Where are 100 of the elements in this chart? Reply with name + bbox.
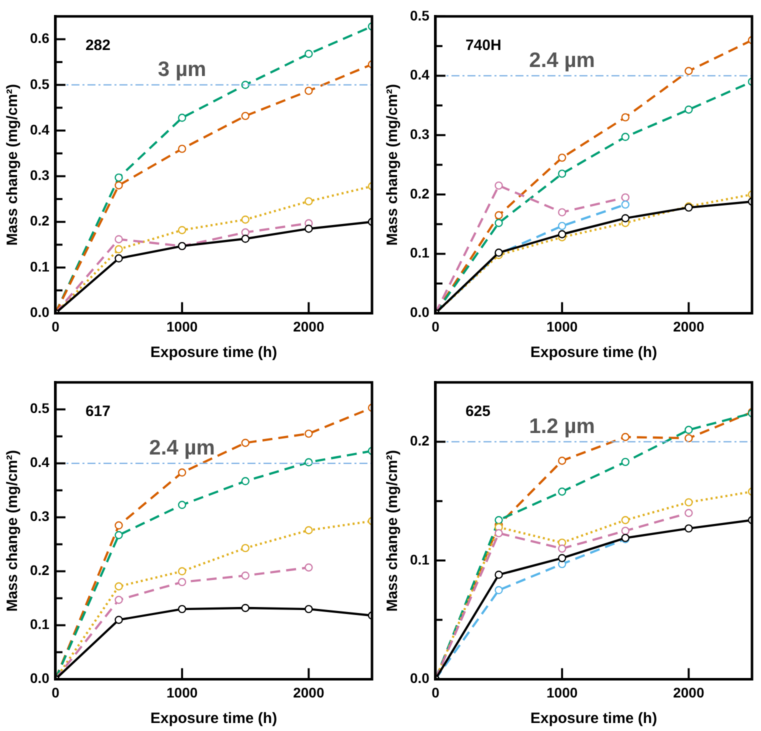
point — [558, 488, 566, 496]
point — [241, 571, 250, 580]
x-tick-label: 0 — [52, 684, 60, 700]
point — [241, 604, 250, 612]
ref-line-label: 3 µm — [158, 58, 206, 82]
point — [558, 222, 566, 230]
point — [621, 526, 630, 535]
ref-line-label: 2.4 µm — [529, 49, 595, 72]
point — [178, 604, 186, 614]
y-axis-title: Mass change (mg/cm²) — [4, 450, 22, 612]
y-tick-label: 0.1 — [30, 616, 50, 632]
y-axis-title: Mass change (mg/cm²) — [384, 450, 402, 612]
point — [304, 50, 313, 58]
point — [558, 456, 566, 465]
point — [114, 235, 123, 244]
y-tick-label: 0.4 — [30, 454, 50, 470]
text: 617 — [85, 403, 110, 420]
point — [241, 234, 250, 243]
point — [178, 144, 186, 153]
x-tick-label: 1000 — [166, 318, 198, 334]
y-tick-label: 0.3 — [30, 167, 50, 184]
point — [558, 154, 566, 162]
ref-line-label: 1.2 µm — [529, 415, 595, 438]
point — [304, 224, 313, 233]
y-tick-label: 0.4 — [30, 121, 50, 138]
x-axis-title: Exposure time (h) — [150, 344, 278, 362]
point — [304, 430, 313, 438]
x-axis-title: Exposure time (h) — [530, 710, 658, 728]
point — [558, 170, 566, 178]
point — [241, 477, 250, 486]
point — [494, 218, 503, 228]
point — [178, 500, 186, 509]
y-tick-label: 0.4 — [410, 66, 430, 83]
point — [178, 578, 186, 586]
point — [114, 521, 123, 530]
point — [241, 112, 250, 120]
text: 625 — [465, 403, 490, 420]
point — [558, 554, 566, 562]
point — [114, 245, 123, 254]
point — [558, 544, 566, 553]
y-tick-label: 0.2 — [410, 432, 430, 449]
point — [558, 208, 566, 216]
point — [304, 86, 313, 95]
point — [241, 80, 250, 89]
x-axis-title: Exposure time (h) — [150, 710, 278, 728]
y-axis-title: Mass change (mg/cm²) — [384, 84, 402, 246]
y-tick-label: 0.2 — [30, 212, 50, 229]
point — [684, 498, 693, 506]
point — [114, 596, 123, 604]
x-tick-label: 1000 — [546, 684, 578, 700]
y-tick-label: 0.5 — [30, 76, 50, 92]
point — [684, 508, 693, 518]
y-axis-title: Mass change (mg/cm²) — [4, 84, 22, 246]
point — [558, 230, 566, 238]
point — [684, 524, 693, 533]
point — [621, 432, 630, 442]
x-axis-title: Exposure time (h) — [530, 344, 658, 362]
point — [621, 214, 630, 222]
y-tick-label: 0.0 — [410, 304, 430, 320]
y-tick-label: 0.5 — [30, 400, 50, 416]
y-tick-label: 0.1 — [410, 551, 430, 568]
x-tick-label: 1000 — [166, 684, 198, 700]
point — [684, 66, 693, 76]
y-tick-label: 0.5 — [410, 7, 430, 24]
point — [304, 197, 313, 206]
point — [114, 616, 123, 624]
x-tick-label: 2000 — [293, 684, 324, 700]
point — [494, 529, 503, 538]
point — [621, 200, 630, 209]
point — [304, 563, 313, 572]
y-tick-label: 0.1 — [30, 258, 50, 274]
point — [684, 105, 693, 114]
x-tick-label: 2000 — [293, 318, 324, 334]
x-tick-label: 1000 — [546, 318, 578, 334]
text: 282 — [85, 37, 110, 54]
y-tick-label: 0.0 — [30, 304, 50, 320]
point — [178, 567, 186, 576]
point — [684, 426, 693, 434]
point — [621, 516, 630, 524]
point — [304, 604, 313, 614]
y-tick-label: 0.0 — [410, 670, 430, 686]
y-tick-label: 0.2 — [30, 562, 50, 578]
point — [494, 570, 503, 579]
point — [178, 226, 186, 234]
y-tick-label: 0.1 — [410, 244, 430, 261]
point — [494, 211, 503, 220]
x-tick-label: 2000 — [673, 318, 704, 334]
x-tick-label: 0 — [432, 684, 440, 700]
point — [621, 458, 630, 466]
point — [684, 434, 693, 442]
point — [178, 468, 186, 477]
point — [621, 193, 630, 202]
ref-line-label: 2.4 µm — [149, 436, 215, 460]
point — [304, 458, 313, 466]
point — [114, 173, 123, 182]
point — [621, 113, 630, 122]
point — [241, 544, 250, 552]
point — [178, 114, 186, 122]
y-tick-label: 0.3 — [410, 126, 430, 142]
point — [114, 254, 123, 263]
